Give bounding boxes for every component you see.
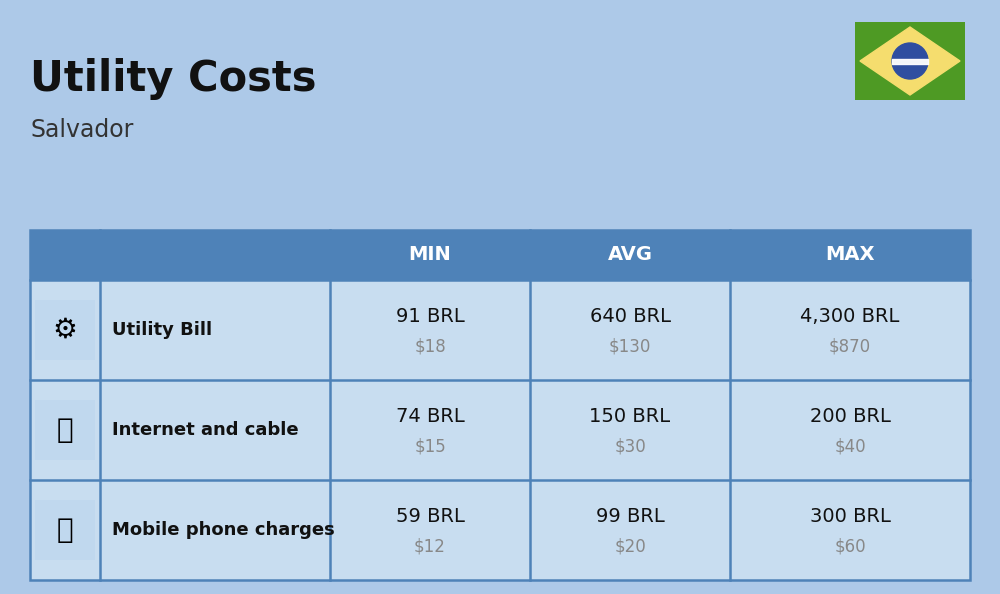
Text: ⚙️: ⚙️ bbox=[53, 316, 77, 344]
Text: 99 BRL: 99 BRL bbox=[596, 507, 664, 526]
Text: $870: $870 bbox=[829, 337, 871, 355]
Bar bbox=[30, 230, 970, 280]
Text: $20: $20 bbox=[614, 537, 646, 555]
Bar bbox=[30, 230, 970, 580]
Bar bbox=[35, 400, 95, 460]
Bar bbox=[30, 280, 970, 380]
Text: AVG: AVG bbox=[608, 245, 652, 264]
Text: 4,300 BRL: 4,300 BRL bbox=[800, 308, 900, 327]
Text: 📶: 📶 bbox=[57, 416, 73, 444]
Bar bbox=[855, 22, 965, 100]
Circle shape bbox=[892, 43, 928, 79]
Text: Utility Costs: Utility Costs bbox=[30, 58, 316, 100]
Bar bbox=[30, 380, 970, 480]
Text: $40: $40 bbox=[834, 437, 866, 455]
Text: $18: $18 bbox=[414, 337, 446, 355]
Bar bbox=[35, 300, 95, 360]
Text: Salvador: Salvador bbox=[30, 118, 133, 142]
Text: 200 BRL: 200 BRL bbox=[810, 407, 890, 426]
Text: 300 BRL: 300 BRL bbox=[810, 507, 890, 526]
Text: $12: $12 bbox=[414, 537, 446, 555]
Text: 640 BRL: 640 BRL bbox=[590, 308, 670, 327]
Bar bbox=[30, 480, 970, 580]
Text: Mobile phone charges: Mobile phone charges bbox=[112, 521, 335, 539]
Polygon shape bbox=[860, 27, 960, 95]
Text: MIN: MIN bbox=[409, 245, 451, 264]
Text: Internet and cable: Internet and cable bbox=[112, 421, 299, 439]
Text: 📱: 📱 bbox=[57, 516, 73, 544]
Text: 150 BRL: 150 BRL bbox=[589, 407, 671, 426]
Text: MAX: MAX bbox=[825, 245, 875, 264]
Text: Utility Bill: Utility Bill bbox=[112, 321, 212, 339]
Text: 74 BRL: 74 BRL bbox=[396, 407, 464, 426]
Text: $60: $60 bbox=[834, 537, 866, 555]
Text: $15: $15 bbox=[414, 437, 446, 455]
Text: $30: $30 bbox=[614, 437, 646, 455]
Text: $130: $130 bbox=[609, 337, 651, 355]
Text: 91 BRL: 91 BRL bbox=[396, 308, 464, 327]
Text: 59 BRL: 59 BRL bbox=[396, 507, 464, 526]
Bar bbox=[35, 500, 95, 560]
